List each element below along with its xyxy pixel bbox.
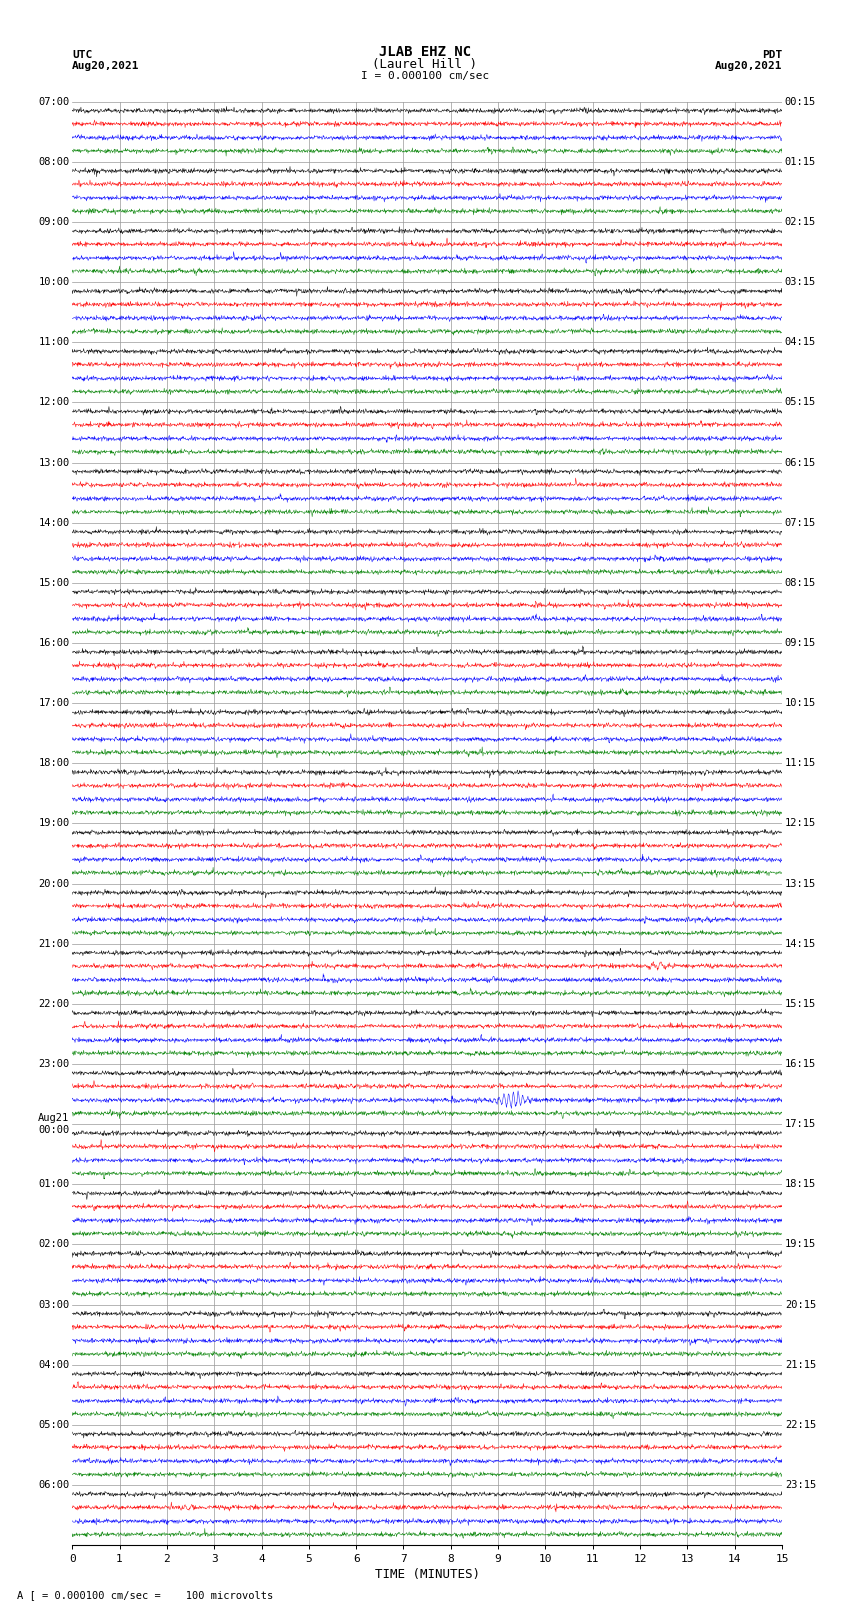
Text: PDT: PDT (762, 50, 782, 60)
Text: A [ = 0.000100 cm/sec =    100 microvolts: A [ = 0.000100 cm/sec = 100 microvolts (17, 1590, 273, 1600)
Text: (Laurel Hill ): (Laurel Hill ) (372, 58, 478, 71)
X-axis label: TIME (MINUTES): TIME (MINUTES) (375, 1568, 479, 1581)
Text: I = 0.000100 cm/sec: I = 0.000100 cm/sec (361, 71, 489, 81)
Text: Aug20,2021: Aug20,2021 (72, 61, 139, 71)
Text: Aug20,2021: Aug20,2021 (715, 61, 782, 71)
Text: JLAB EHZ NC: JLAB EHZ NC (379, 45, 471, 58)
Text: UTC: UTC (72, 50, 93, 60)
